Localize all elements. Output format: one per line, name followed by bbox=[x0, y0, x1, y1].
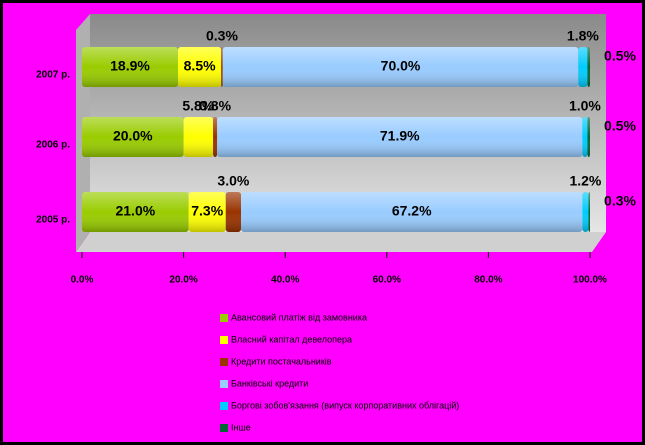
bar-shade bbox=[241, 192, 583, 232]
bar-shade bbox=[221, 47, 223, 87]
y-tick-label: 2005 р. bbox=[36, 215, 70, 226]
legend-label: Банківські кредити bbox=[231, 378, 308, 388]
legend-swatch bbox=[220, 380, 228, 388]
value-label: 1.2% bbox=[569, 173, 601, 189]
value-label: 70.0% bbox=[381, 58, 421, 74]
bar-shade bbox=[217, 117, 583, 157]
bar-shade bbox=[188, 192, 226, 232]
value-label: 1.0% bbox=[569, 98, 601, 114]
value-label: 7.3% bbox=[191, 203, 223, 219]
x-tick-label: 60.0% bbox=[373, 275, 401, 286]
value-label: 3.0% bbox=[217, 173, 249, 189]
bar-shade bbox=[82, 192, 189, 232]
x-tick-label: 20.0% bbox=[169, 275, 197, 286]
legend-label: Кредити постачальників bbox=[231, 356, 332, 366]
floor bbox=[76, 232, 606, 252]
value-label: 0.3% bbox=[604, 193, 636, 209]
legend-label: Авансовий платіж від замовника bbox=[231, 312, 367, 322]
bar-shade bbox=[225, 192, 242, 232]
bar-shade bbox=[582, 117, 588, 157]
value-label: 0.5% bbox=[604, 48, 636, 64]
bar-shade bbox=[578, 47, 588, 87]
bar-shade bbox=[587, 117, 590, 157]
legend-label: Власний капітал девелопера bbox=[231, 334, 352, 344]
value-label: 0.8% bbox=[199, 98, 231, 114]
value-label: 67.2% bbox=[392, 203, 432, 219]
legend-label: Інше bbox=[231, 422, 251, 432]
legend-swatch bbox=[220, 314, 228, 322]
legend-swatch bbox=[220, 336, 228, 344]
value-label: 0.5% bbox=[604, 118, 636, 134]
y-tick-label: 2006 р. bbox=[36, 140, 70, 151]
bar-shade bbox=[588, 192, 590, 232]
x-tick-label: 40.0% bbox=[271, 275, 299, 286]
bar-shade bbox=[582, 192, 589, 232]
value-label: 20.0% bbox=[113, 128, 153, 144]
bar-shade bbox=[587, 47, 590, 87]
value-label: 21.0% bbox=[115, 203, 155, 219]
x-tick-label: 0.0% bbox=[71, 275, 94, 286]
value-label: 18.9% bbox=[110, 58, 150, 74]
legend-swatch bbox=[220, 402, 228, 410]
x-tick-label: 80.0% bbox=[474, 275, 502, 286]
value-label: 8.5% bbox=[184, 58, 216, 74]
value-label: 5.8% bbox=[182, 98, 214, 114]
bar-shade bbox=[213, 117, 218, 157]
value-label: 1.8% bbox=[567, 28, 599, 44]
legend-swatch bbox=[220, 424, 228, 432]
bar-shade bbox=[222, 47, 579, 87]
value-label: 71.9% bbox=[380, 128, 420, 144]
bar-shade bbox=[82, 117, 184, 157]
x-tick-label: 100.0% bbox=[573, 275, 607, 286]
legend-swatch bbox=[220, 358, 228, 366]
bar-shade bbox=[178, 47, 222, 87]
legend-label: Боргові зобов'язання (випуск корпоративн… bbox=[231, 400, 459, 410]
bar-shade bbox=[82, 47, 179, 87]
y-tick-label: 2007 р. bbox=[36, 70, 70, 81]
bar-shade bbox=[183, 117, 214, 157]
value-label: 0.3% bbox=[206, 28, 238, 44]
